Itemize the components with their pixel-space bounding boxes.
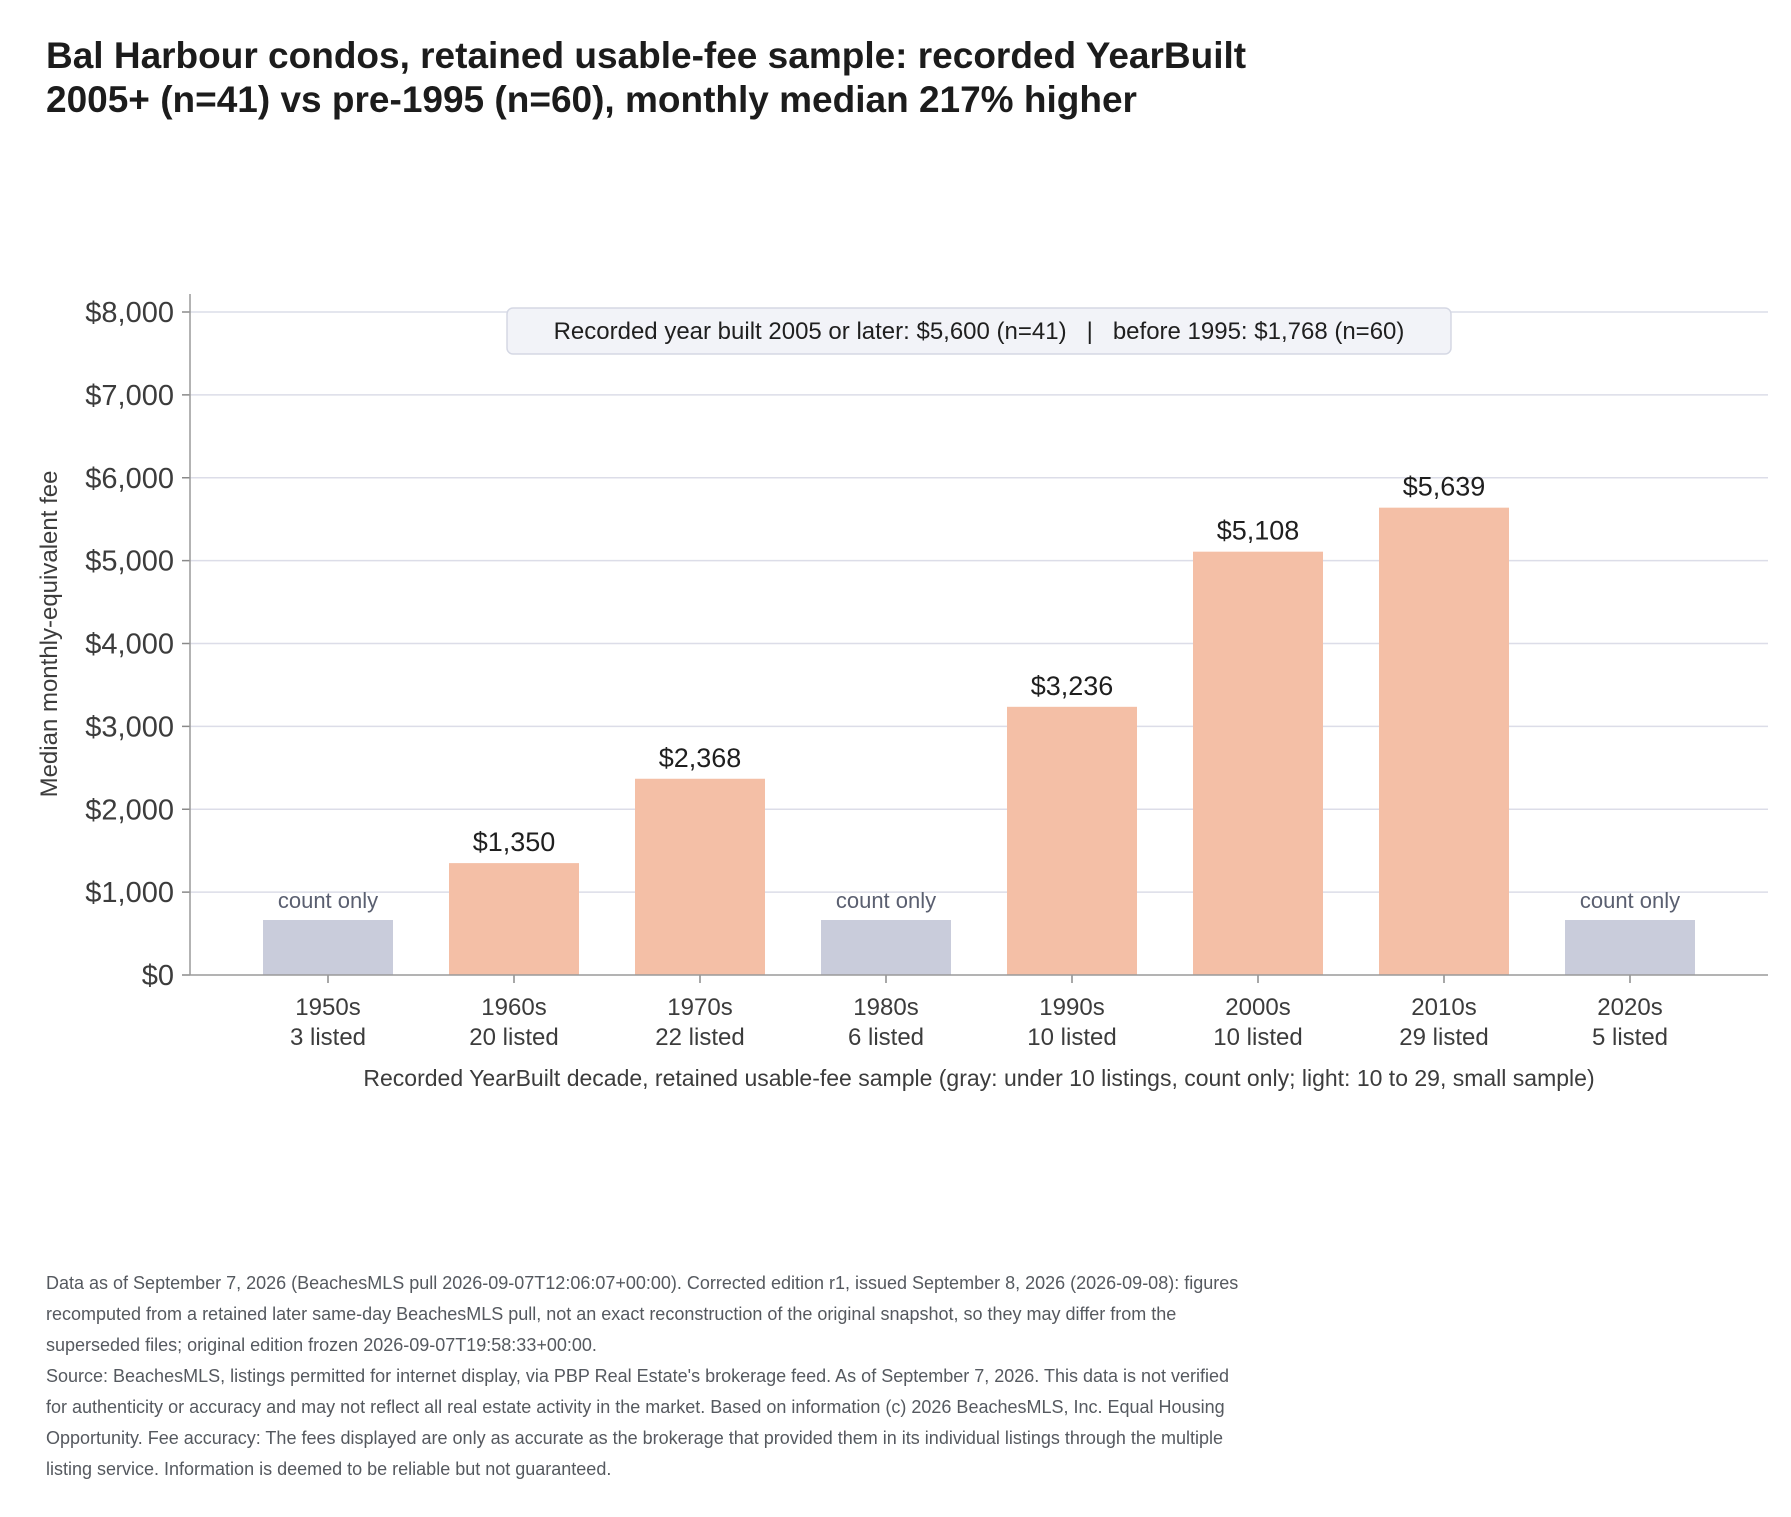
bar-1990s <box>1007 706 1137 975</box>
bar-1980s <box>821 920 951 975</box>
footnote-line-2: recomputed from a retained later same-da… <box>46 1304 1177 1324</box>
bars <box>263 507 1695 975</box>
bar-value-label: $3,236 <box>1031 671 1114 701</box>
chart-title-line-1: Bal Harbour condos, retained usable-fee … <box>46 35 1247 76</box>
y-tick-label: $0 <box>142 960 174 992</box>
bar-1970s <box>635 778 765 975</box>
footnote-line-6: Opportunity. Fee accuracy: The fees disp… <box>46 1428 1223 1448</box>
x-tick-label: 1980s <box>853 994 918 1021</box>
bar-2000s <box>1193 551 1323 975</box>
x-tick-count-label: 10 listed <box>1213 1024 1302 1051</box>
x-tick-label: 1960s <box>481 994 546 1021</box>
y-axis-ticks: $0 $1,000 $2,000 $3,000 $4,000 $5,000 $6,000 $7… <box>85 297 190 992</box>
x-tick-count-label: 10 listed <box>1027 1024 1116 1051</box>
bar-value-label: count only <box>278 888 378 913</box>
footnote-line-5: for authenticity or accuracy and may not… <box>46 1397 1225 1417</box>
bar-value-label: $2,368 <box>659 743 742 773</box>
x-tick-count-label: 6 listed <box>848 1024 924 1051</box>
bar-value-label: $1,350 <box>473 827 556 857</box>
x-tick-label: 2000s <box>1225 994 1290 1021</box>
footnote: Data as of September 7, 2026 (BeachesMLS… <box>46 1268 1416 1485</box>
footnote-line-3: superseded files; original edition froze… <box>46 1335 597 1355</box>
y-tick-label: $5,000 <box>85 546 174 578</box>
x-tick-label: 2010s <box>1411 994 1476 1021</box>
summary-box: Recorded year built 2005 or later: $5,60… <box>506 307 1452 355</box>
bar-1960s <box>449 863 579 975</box>
x-tick-label: 2020s <box>1597 994 1662 1021</box>
footnote-line-1: Data as of September 7, 2026 (BeachesMLS… <box>46 1273 1239 1293</box>
chart-title-line-2: 2005+ (n=41) vs pre-1995 (n=60), monthly… <box>46 79 1137 121</box>
summary-box-text: Recorded year built 2005 or later: $5,60… <box>554 318 1405 345</box>
x-axis-ticks: 1950s 3 listed 1960s 20 listed 1970s 22 liste… <box>290 975 1668 1051</box>
y-tick-label: $4,000 <box>85 629 174 661</box>
bar-2010s <box>1379 507 1509 975</box>
summary-box-frame <box>506 307 1452 355</box>
bar-1950s <box>263 920 393 975</box>
bar-value-label: count only <box>836 888 936 913</box>
x-tick-count-label: 3 listed <box>290 1024 366 1051</box>
y-tick-label: $2,000 <box>85 794 174 826</box>
bar-value-label: $5,639 <box>1403 472 1486 502</box>
x-tick-label: 1990s <box>1039 994 1104 1021</box>
y-tick-label: $7,000 <box>85 380 174 412</box>
x-tick-count-label: 29 listed <box>1399 1024 1488 1051</box>
x-tick-label: 1950s <box>295 994 360 1021</box>
y-tick-label: $3,000 <box>85 711 174 743</box>
chart-title: Bal Harbour condos, retained usable-fee … <box>46 34 1366 123</box>
y-axis-label: Median monthly-equivalent fee <box>36 471 63 798</box>
x-axis-label: Recorded YearBuilt decade, retained usab… <box>363 1065 1594 1091</box>
bar-value-label: $5,108 <box>1217 516 1300 546</box>
footnote-line-4: Source: BeachesMLS, listings permitted f… <box>46 1366 1230 1386</box>
x-tick-count-label: 5 listed <box>1592 1024 1668 1051</box>
y-tick-label: $8,000 <box>85 297 174 329</box>
x-tick-count-label: 22 listed <box>655 1024 744 1051</box>
y-tick-label: $6,000 <box>85 463 174 495</box>
bar-chart: $0 $1,000 $2,000 $3,000 $4,000 $5,000 $6,000 $7… <box>36 294 1768 1091</box>
x-tick-label: 1970s <box>667 994 732 1021</box>
bar-2020s <box>1565 920 1695 975</box>
gridlines <box>190 311 1768 893</box>
bar-value-label: count only <box>1580 888 1680 913</box>
footnote-line-7: listing service. Information is deemed t… <box>46 1459 612 1479</box>
y-tick-label: $1,000 <box>85 877 174 909</box>
x-tick-count-label: 20 listed <box>469 1024 558 1051</box>
bar-value-labels: count only $1,350 $2,368 count only $3,236 $5… <box>278 472 1680 913</box>
